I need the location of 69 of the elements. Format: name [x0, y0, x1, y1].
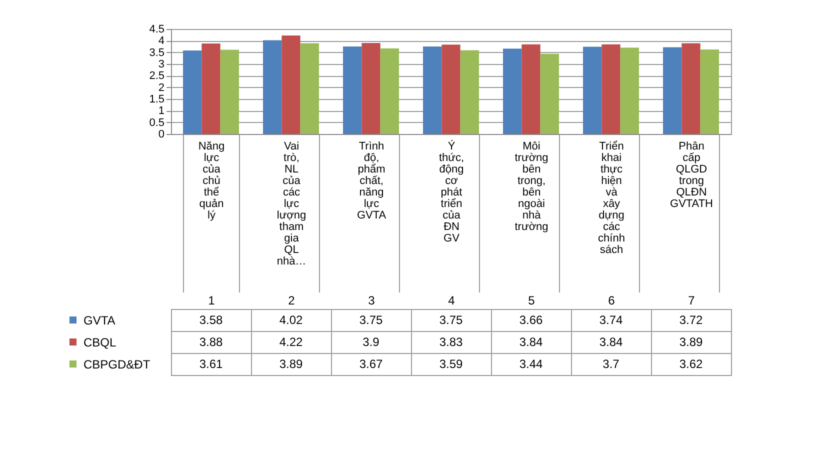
data-label: 3.75	[439, 313, 463, 327]
bar	[263, 40, 282, 134]
bar	[700, 50, 719, 134]
x-tick-label: Năng lực của chủ thể quản lý	[198, 140, 225, 222]
data-label: 3.66	[519, 313, 543, 327]
data-label: 3.61	[199, 357, 223, 371]
bar	[522, 44, 540, 134]
text: 6	[608, 294, 616, 308]
bar	[503, 48, 522, 134]
y-tick-label: 3.5	[149, 46, 164, 59]
text: 2	[288, 294, 296, 308]
bar	[663, 47, 682, 134]
y-tick-label: 1	[158, 105, 164, 118]
x-tick-label: Môi trường bên trong, bên ngoài nhà trường	[514, 140, 548, 233]
y-tick-label: 3	[158, 58, 164, 70]
category-label: Vai trò, NL của các lực lượng tham gia QL nhà…	[276, 140, 306, 268]
data-label: 3.62	[679, 357, 703, 371]
text: 7	[688, 294, 696, 308]
data-label: 3.89	[279, 357, 303, 371]
data-label: 3.67	[359, 357, 383, 371]
legend-label: CBQL	[84, 336, 117, 350]
data-label: 3.9	[362, 335, 380, 349]
y-tick-label: 2	[158, 82, 164, 94]
bar	[183, 50, 202, 134]
y-tick-label: 2.5	[149, 70, 164, 82]
y-tick-label: 4	[158, 35, 164, 48]
x-tick-label: Trình độ, phẩm chất, năng lực GVTA	[356, 140, 387, 222]
bar	[300, 43, 319, 134]
legend-label: GVTA	[84, 314, 116, 328]
bar	[220, 50, 239, 134]
data-label: 3.83	[439, 335, 463, 349]
bar	[460, 50, 479, 134]
y-tick-label: 0.5	[149, 116, 164, 129]
data-label: 3.84	[599, 335, 623, 349]
category-label: Triển khai thực hiện và xây dựng các chính sách	[598, 140, 625, 256]
text: 4	[448, 294, 456, 308]
data-label: 4.02	[279, 313, 303, 327]
category-label: Ý thức, động cơ phát triển của ĐN GV	[438, 140, 464, 244]
bar	[380, 48, 399, 134]
data-label: 3.74	[599, 313, 623, 327]
bar	[362, 43, 380, 134]
bar	[682, 43, 700, 134]
data-label: 3.59	[439, 357, 463, 371]
bar	[202, 43, 220, 134]
data-label: 3.44	[519, 357, 543, 371]
data-label: 3.75	[359, 313, 383, 327]
y-tick-label: 1.5	[149, 94, 164, 106]
data-label: 3.84	[519, 335, 543, 349]
data-label: 3.72	[679, 313, 703, 327]
text: 5	[528, 294, 536, 308]
y-tick-label: 4.5	[149, 24, 164, 36]
text: 1	[208, 294, 216, 308]
bar	[282, 36, 300, 134]
y-tick-label: 0	[158, 128, 164, 140]
data-label: 3.88	[199, 335, 223, 349]
bar	[343, 46, 362, 134]
data-label: 3.58	[199, 313, 223, 327]
data-label: 3.89	[679, 335, 703, 349]
bar	[583, 46, 602, 134]
bar	[620, 48, 639, 134]
bar	[540, 54, 559, 134]
data-label: 3.7	[602, 357, 620, 371]
text: 3	[368, 294, 376, 308]
x-tick-label: Phân cấp QLGD trong QLĐN GVTATH	[670, 140, 714, 210]
legend-label: CBPGD&ĐT	[84, 358, 151, 372]
data-label: 4.22	[279, 335, 303, 349]
bar	[423, 46, 442, 134]
bar	[442, 44, 460, 134]
bar	[602, 44, 620, 134]
